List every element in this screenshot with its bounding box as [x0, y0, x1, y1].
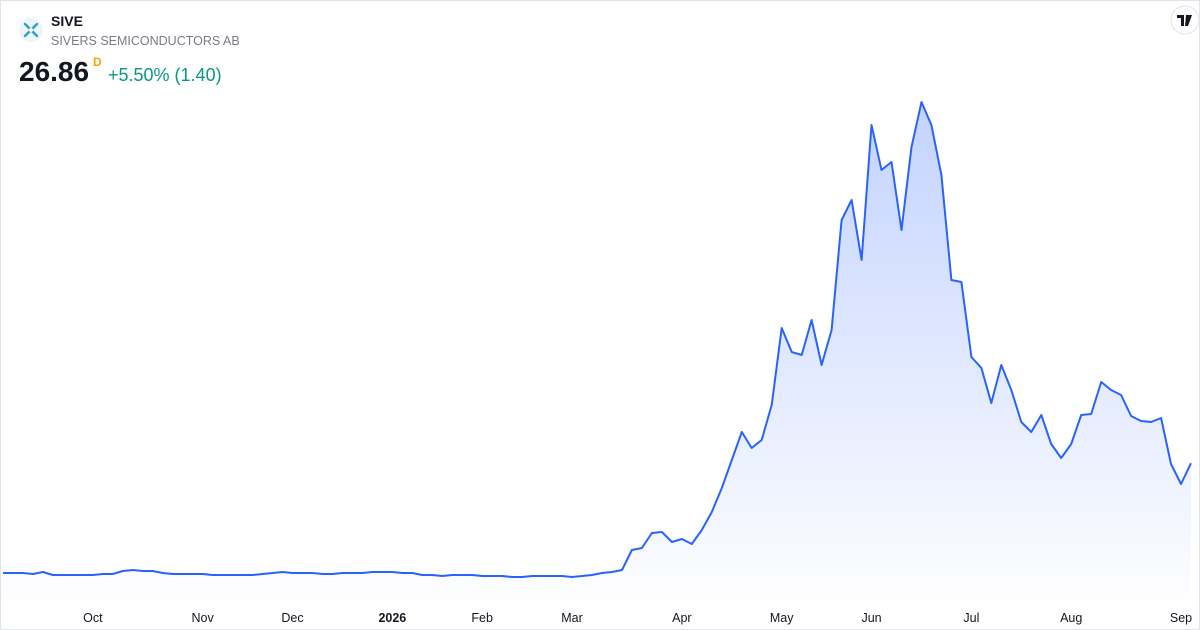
symbol: SIVE: [51, 13, 83, 29]
x-tick-label: May: [770, 611, 794, 625]
price-change: +5.50% (1.40): [108, 65, 222, 85]
x-tick-label: Oct: [83, 611, 103, 625]
x-tick-label: Sep: [1170, 611, 1192, 625]
tradingview-logo[interactable]: [1170, 5, 1200, 35]
company-name: SIVERS SEMICONDUCTORS AB: [51, 34, 240, 48]
plot-area: Oct Nov Dec 2026 Feb Mar Apr May Jun Jul Aug Sep: [3, 101, 1192, 625]
last-price: 26.86: [19, 56, 89, 87]
x-tick-label: Mar: [561, 611, 583, 625]
x-tick-label: 2026: [378, 611, 406, 625]
interval-flag: D: [93, 55, 102, 69]
x-tick-label: Dec: [281, 611, 303, 625]
x-tick-label: Apr: [672, 611, 691, 625]
x-tick-label: Jun: [861, 611, 881, 625]
x-tick-label: Feb: [471, 611, 493, 625]
x-tick-label: Nov: [192, 611, 215, 625]
x-tick-label: Aug: [1060, 611, 1082, 625]
area-fill: [3, 102, 1191, 600]
company-logo: [19, 18, 43, 42]
price-line: [3, 101, 1192, 578]
x-tick-label: Jul: [963, 611, 979, 625]
